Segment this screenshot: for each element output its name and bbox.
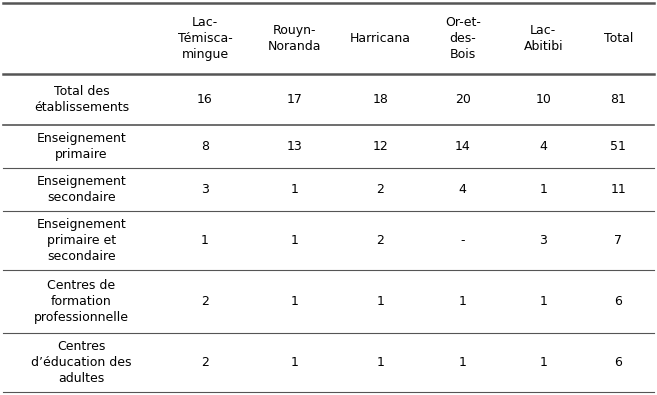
Text: 3: 3 xyxy=(539,234,547,247)
Text: 13: 13 xyxy=(286,140,302,153)
Text: 7: 7 xyxy=(614,234,622,247)
Text: 1: 1 xyxy=(376,295,384,308)
Text: 1: 1 xyxy=(290,234,298,247)
Text: Lac-
Témisca-
mingue: Lac- Témisca- mingue xyxy=(177,16,233,61)
Text: 6: 6 xyxy=(614,356,622,369)
Text: 1: 1 xyxy=(539,356,547,369)
Text: 2: 2 xyxy=(376,183,384,196)
Text: 51: 51 xyxy=(610,140,626,153)
Text: 1: 1 xyxy=(290,183,298,196)
Text: Or-et-
des-
Bois: Or-et- des- Bois xyxy=(445,16,481,61)
Text: 16: 16 xyxy=(197,93,213,106)
Text: 2: 2 xyxy=(201,356,209,369)
Text: 81: 81 xyxy=(610,93,626,106)
Text: 14: 14 xyxy=(455,140,470,153)
Text: 1: 1 xyxy=(290,356,298,369)
Text: 4: 4 xyxy=(539,140,547,153)
Text: Total des
établissements: Total des établissements xyxy=(34,85,129,114)
Text: 2: 2 xyxy=(201,295,209,308)
Text: 6: 6 xyxy=(614,295,622,308)
Text: 3: 3 xyxy=(201,183,209,196)
Text: 11: 11 xyxy=(610,183,626,196)
Text: Rouyn-
Noranda: Rouyn- Noranda xyxy=(268,24,321,53)
Text: 1: 1 xyxy=(376,356,384,369)
Text: 8: 8 xyxy=(201,140,209,153)
Text: Enseignement
primaire et
secondaire: Enseignement primaire et secondaire xyxy=(37,218,126,263)
Text: 12: 12 xyxy=(373,140,388,153)
Text: 20: 20 xyxy=(455,93,470,106)
Text: 10: 10 xyxy=(535,93,551,106)
Text: 1: 1 xyxy=(290,295,298,308)
Text: Total: Total xyxy=(604,32,633,45)
Text: 1: 1 xyxy=(539,183,547,196)
Text: Enseignement
primaire: Enseignement primaire xyxy=(37,132,126,161)
Text: 2: 2 xyxy=(376,234,384,247)
Text: 1: 1 xyxy=(201,234,209,247)
Text: 18: 18 xyxy=(373,93,388,106)
Text: 1: 1 xyxy=(459,295,466,308)
Text: 4: 4 xyxy=(459,183,466,196)
Text: 1: 1 xyxy=(539,295,547,308)
Text: -: - xyxy=(461,234,465,247)
Text: Harricana: Harricana xyxy=(350,32,411,45)
Text: Lac-
Abitibi: Lac- Abitibi xyxy=(524,24,563,53)
Text: 1: 1 xyxy=(459,356,466,369)
Text: Centres de
formation
professionnelle: Centres de formation professionnelle xyxy=(34,279,129,324)
Text: Centres
d’éducation des
adultes: Centres d’éducation des adultes xyxy=(32,340,132,385)
Text: Enseignement
secondaire: Enseignement secondaire xyxy=(37,175,126,204)
Text: 17: 17 xyxy=(286,93,302,106)
